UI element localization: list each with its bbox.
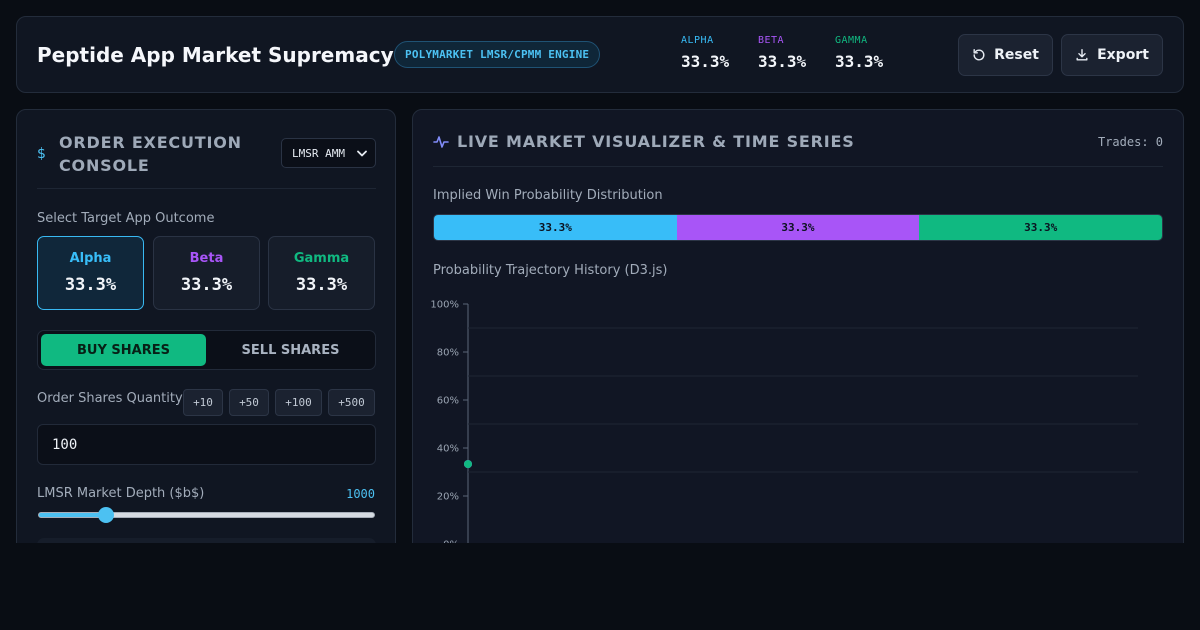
distribution-label: Implied Win Probability Distribution [433, 188, 663, 203]
reset-icon [973, 49, 985, 61]
console-divider [37, 188, 376, 189]
trade-side-toggle: BUY SHARES SELL SHARES [37, 330, 376, 370]
outcome-pct: 33.3% [295, 275, 348, 295]
quick-add-50-button[interactable]: +50 [229, 389, 269, 416]
prob-segment-beta: 33.3% [676, 215, 920, 240]
activity-icon [433, 136, 449, 148]
shares-quantity-input[interactable]: 100 [37, 424, 376, 465]
outcome-pct: 33.3% [64, 275, 117, 295]
market-depth-slider[interactable] [38, 507, 375, 523]
stat-value-gamma: 33.3% [835, 52, 884, 71]
market-depth-value: 1000 [346, 487, 375, 501]
outcome-card-alpha[interactable]: Alpha 33.3% [37, 236, 144, 310]
y-tick-label: 20% [437, 492, 459, 503]
y-tick-label: 40% [437, 444, 459, 455]
trades-count: Trades: 0 [1097, 135, 1163, 149]
engine-select[interactable]: LMSR AMM [281, 138, 376, 168]
outcome-pct: 33.3% [180, 275, 233, 295]
app-header: Peptide App Market Supremacy POLYMARKET … [16, 16, 1184, 93]
app-title: Peptide App Market Supremacy [37, 43, 394, 67]
page-background [0, 543, 1200, 630]
reset-label: Reset [994, 47, 1039, 63]
y-tick-label: 100% [430, 300, 459, 311]
stat-value-alpha: 33.3% [681, 52, 730, 71]
engine-select-value: LMSR AMM [292, 146, 345, 160]
select-outcome-label: Select Target App Outcome [37, 211, 215, 226]
engine-badge: POLYMARKET LMSR/CPMM ENGINE [394, 41, 601, 68]
stat-label-beta: BETA [758, 35, 785, 46]
slider-fill [39, 513, 106, 517]
outcome-name: Gamma [293, 251, 350, 266]
order-console-panel: $ ORDER EXECUTION CONSOLE LMSR AMM Selec… [16, 109, 396, 559]
probability-history-chart: 100%80%60%40%20%0% [430, 300, 1138, 551]
chevron-down-icon [357, 150, 367, 156]
download-icon [1076, 49, 1088, 61]
outcome-card-gamma[interactable]: Gamma 33.3% [268, 236, 375, 310]
history-chart-label: Probability Trajectory History (D3.js) [433, 263, 668, 278]
slider-thumb[interactable] [98, 507, 114, 523]
prob-segment-gamma: 33.3% [919, 215, 1162, 240]
stat-value-beta: 33.3% [758, 52, 807, 71]
export-label: Export [1097, 47, 1149, 63]
visualizer-divider [433, 166, 1163, 167]
outcome-name: Beta [189, 251, 224, 266]
stat-label-alpha: ALPHA [681, 35, 714, 46]
quick-add-500-button[interactable]: +500 [328, 389, 375, 416]
outcome-name: Alpha [69, 251, 112, 266]
market-depth-label: LMSR Market Depth ($b$) [37, 486, 205, 501]
buy-shares-button[interactable]: BUY SHARES [41, 334, 206, 366]
sell-shares-button[interactable]: SELL SHARES [241, 342, 340, 358]
header-stat-gamma: GAMMA 33.3% [835, 35, 883, 71]
stat-label-gamma: GAMMA [835, 35, 868, 46]
y-tick-label: 60% [437, 396, 459, 407]
visualizer-title: LIVE MARKET VISUALIZER & TIME SERIES [457, 132, 855, 151]
series-point-gamma [464, 460, 472, 469]
reset-button[interactable]: Reset [958, 34, 1053, 76]
dollar-icon: $ [37, 146, 46, 162]
console-title: ORDER EXECUTION CONSOLE [59, 133, 242, 175]
market-visualizer-panel: LIVE MARKET VISUALIZER & TIME SERIES Tra… [412, 109, 1184, 559]
y-tick-label: 80% [437, 348, 459, 359]
outcome-card-beta[interactable]: Beta 33.3% [153, 236, 260, 310]
header-stat-alpha: ALPHA 33.3% [681, 35, 729, 71]
probability-distribution-bar: 33.3% 33.3% 33.3% [433, 214, 1163, 241]
quick-add-10-button[interactable]: +10 [183, 389, 223, 416]
quick-add-100-button[interactable]: +100 [275, 389, 322, 416]
prob-segment-alpha: 33.3% [434, 215, 677, 240]
shares-quantity-label: Order Shares Quantity [37, 391, 183, 406]
export-button[interactable]: Export [1061, 34, 1163, 76]
header-stat-beta: BETA 33.3% [758, 35, 806, 71]
